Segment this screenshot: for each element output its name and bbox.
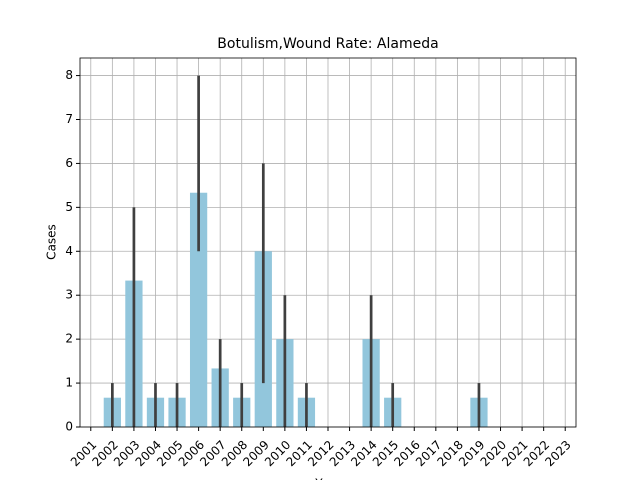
x-axis-label: Year	[314, 477, 340, 480]
y-tick-label: 1	[65, 376, 73, 390]
bars	[103, 75, 488, 427]
y-tick-label: 4	[65, 244, 73, 258]
y-axis-label: Cases	[45, 224, 59, 260]
chart-title: Botulism,Wound Rate: Alameda	[217, 36, 438, 52]
y-tick-label: 5	[65, 200, 73, 214]
y-tick-label: 7	[65, 112, 73, 126]
y-tick-label: 6	[65, 156, 73, 170]
bar	[189, 192, 208, 427]
y-tick-label: 3	[65, 288, 73, 302]
y-tick-label: 8	[65, 68, 73, 82]
y-tick-label: 2	[65, 332, 73, 346]
y-tick-label: 0	[65, 420, 73, 434]
